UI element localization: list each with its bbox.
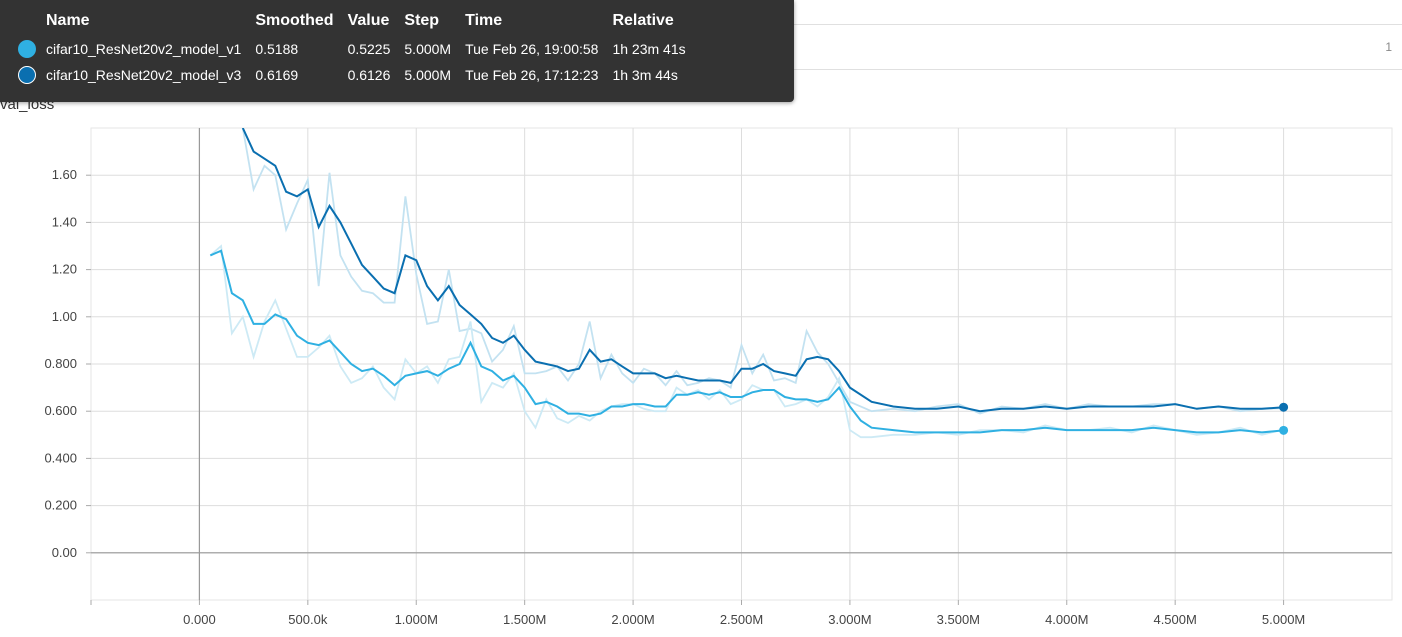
chart-series	[209, 128, 1284, 439]
x-tick-label: 1.000M	[395, 612, 438, 627]
y-tick-label: 0.600	[44, 403, 77, 418]
run-name: cifar10_ResNet20v2_model_v3	[46, 67, 242, 83]
run-name: cifar10_ResNet20v2_model_v1	[46, 41, 242, 57]
y-tick-label: 1.20	[52, 262, 77, 277]
col-step: Step	[404, 12, 440, 29]
smoothed-line	[209, 249, 1284, 434]
relative-value: 1h 3m 44s	[612, 67, 678, 83]
x-tick-label: 0.000	[183, 612, 216, 627]
y-tick-label: 1.60	[52, 167, 77, 182]
step-value: 5.000M	[404, 67, 452, 83]
x-tick-label: 2.000M	[611, 612, 654, 627]
col-smoothed: Smoothed	[255, 12, 334, 29]
chart-grid	[90, 127, 1393, 601]
series-color-dot-v3	[18, 66, 36, 85]
tooltip-panel: Name Smoothed Value Step Time Relative c…	[0, 0, 794, 102]
time-value: Tue Feb 26, 17:12:23	[465, 67, 599, 83]
run-count: 1	[1385, 40, 1392, 54]
tooltip-row-v1: cifar10_ResNet20v2_model_v1 0.5188 0.522…	[18, 36, 700, 62]
x-tick-label: 2.500M	[720, 612, 763, 627]
y-tick-label: 0.200	[44, 498, 77, 513]
x-tick-label: 1.500M	[503, 612, 546, 627]
chart-axes	[86, 128, 1392, 605]
raw-value: 0.6126	[347, 67, 391, 83]
chart-tick-labels: 0.000 500.0k 1.000M 1.500M 2.000M 2.500M 3.000…	[44, 167, 1305, 627]
x-tick-label: 3.000M	[828, 612, 871, 627]
x-tick-label: 500.0k	[288, 612, 328, 627]
raw-value: 0.5225	[347, 41, 391, 57]
x-tick-label: 3.500M	[937, 612, 980, 627]
tooltip-header-row: Name Smoothed Value Step Time Relative	[18, 8, 700, 36]
tooltip-row-v3: cifar10_ResNet20v2_model_v3 0.6169 0.612…	[18, 62, 700, 88]
y-tick-label: 0.400	[44, 450, 77, 465]
y-tick-label: 1.00	[52, 309, 77, 324]
smoothed-value: 0.6169	[255, 67, 299, 83]
y-tick-label: 0.00	[52, 545, 77, 560]
series-end-point	[1279, 425, 1289, 435]
series-end-point	[1279, 402, 1289, 412]
y-tick-label: 0.800	[44, 356, 77, 371]
tooltip-table: Name Smoothed Value Step Time Relative c…	[18, 8, 700, 88]
smoothed-value: 0.5188	[255, 41, 299, 57]
smoothed-line	[241, 128, 1284, 413]
x-tick-label: 4.000M	[1045, 612, 1088, 627]
col-value: Value	[347, 12, 390, 29]
col-name: Name	[46, 12, 90, 29]
relative-value: 1h 23m 41s	[612, 41, 686, 57]
raw-line	[241, 128, 1284, 415]
x-tick-label: 5.000M	[1262, 612, 1305, 627]
col-relative: Relative	[612, 12, 674, 29]
step-value: 5.000M	[404, 41, 452, 57]
time-value: Tue Feb 26, 19:00:58	[465, 41, 599, 57]
col-time: Time	[465, 12, 503, 29]
y-tick-label: 1.40	[52, 214, 77, 229]
x-tick-label: 4.500M	[1153, 612, 1196, 627]
series-color-dot-v1	[18, 40, 36, 59]
